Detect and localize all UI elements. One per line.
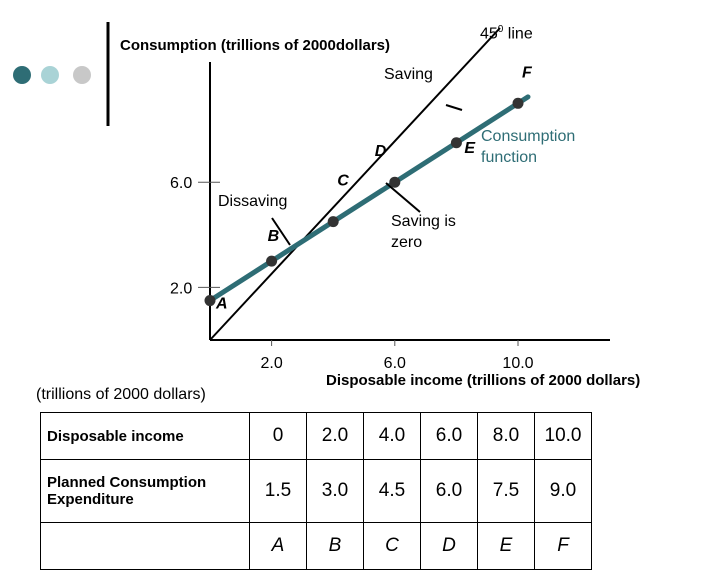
line-45-number: 45 — [480, 25, 498, 43]
table-row: Disposable income 0 2.0 4.0 6.0 8.0 10.0 — [40, 412, 592, 460]
point-label-f: F — [522, 64, 533, 81]
table-cell: 4.0 — [363, 412, 421, 460]
data-point-b — [266, 255, 278, 267]
data-point-e — [450, 137, 462, 149]
x-tick-label: 2.0 — [260, 355, 282, 372]
data-point-a — [204, 295, 216, 307]
table-cell: A — [249, 522, 307, 570]
x-tick-label: 6.0 — [384, 355, 406, 372]
line-45-degree: 0 — [497, 24, 504, 35]
table-cell: 1.5 — [249, 459, 307, 523]
point-label-a: A — [215, 296, 228, 313]
table-cell: 0 — [249, 412, 307, 460]
point-label-c: C — [337, 173, 349, 190]
table-row-header: Planned Consumption Expenditure — [40, 459, 250, 523]
point-label-e: E — [464, 140, 476, 157]
table-cell: B — [306, 522, 364, 570]
y-axis-title: Consumption (trillions of 2000dollars) — [120, 37, 391, 54]
line-45-suffix: line — [503, 25, 533, 43]
data-point-f — [512, 97, 524, 109]
line-45-degree — [209, 27, 501, 341]
consumption-function-line1: Consumption — [481, 128, 576, 145]
x-axis-title: Disposable income (trillions of 2000 dol… — [326, 372, 641, 389]
table-cell: 2.0 — [306, 412, 364, 460]
slide-decoration — [13, 22, 110, 126]
table-cell: 8.0 — [477, 412, 535, 460]
saving-zero-line1: Saving is — [391, 213, 456, 230]
table-cell: E — [477, 522, 535, 570]
saving-gap-marker — [445, 104, 463, 111]
saving-zero-line2: zero — [391, 234, 423, 251]
left-unit-note: (trillions of 2000 dollars) — [36, 386, 206, 403]
consumption-function-line2: function — [481, 149, 538, 166]
consumption-function-line — [207, 94, 531, 304]
dissaving-label: Dissaving — [218, 193, 288, 210]
data-table: Disposable income 0 2.0 4.0 6.0 8.0 10.0 Planne… — [40, 412, 592, 570]
table-cell: 3.0 — [306, 459, 364, 523]
table-cell: 9.0 — [534, 459, 592, 523]
point-label-d: D — [375, 143, 387, 160]
table-cell: 4.5 — [363, 459, 421, 523]
table-cell: F — [534, 522, 592, 570]
table-row-header: Disposable income — [40, 412, 250, 460]
table-cell: D — [420, 522, 478, 570]
point-label-b: B — [268, 228, 280, 245]
deco-dot-dark — [13, 66, 31, 84]
saving-zero-label: Saving is zero — [391, 211, 456, 253]
saving-label: Saving — [384, 66, 433, 83]
data-point-d — [389, 176, 401, 188]
y-tick-label: 6.0 — [170, 175, 192, 192]
data-point-c — [327, 216, 339, 228]
x-tick-label: 10.0 — [502, 355, 533, 372]
y-tick-label: 2.0 — [170, 280, 192, 297]
consumption-function-label: Consumption function — [481, 126, 575, 168]
consumption-chart: 2.0 6.0 10.0 6.0 2.0 A B C D E F — [170, 27, 610, 372]
table-row: Planned Consumption Expenditure 1.5 3.0 4.5… — [40, 459, 592, 523]
table-cell: C — [363, 522, 421, 570]
table-cell: 6.0 — [420, 412, 478, 460]
deco-dot-gray — [73, 66, 91, 84]
deco-dot-light — [41, 66, 59, 84]
line-45-label: 450 line — [480, 24, 533, 43]
table-row-header — [40, 522, 250, 570]
dissaving-gap-marker-b — [271, 217, 291, 246]
table-cell: 10.0 — [534, 412, 592, 460]
table-cell: 6.0 — [420, 459, 478, 523]
table-cell: 7.5 — [477, 459, 535, 523]
saving-zero-marker — [385, 182, 421, 213]
